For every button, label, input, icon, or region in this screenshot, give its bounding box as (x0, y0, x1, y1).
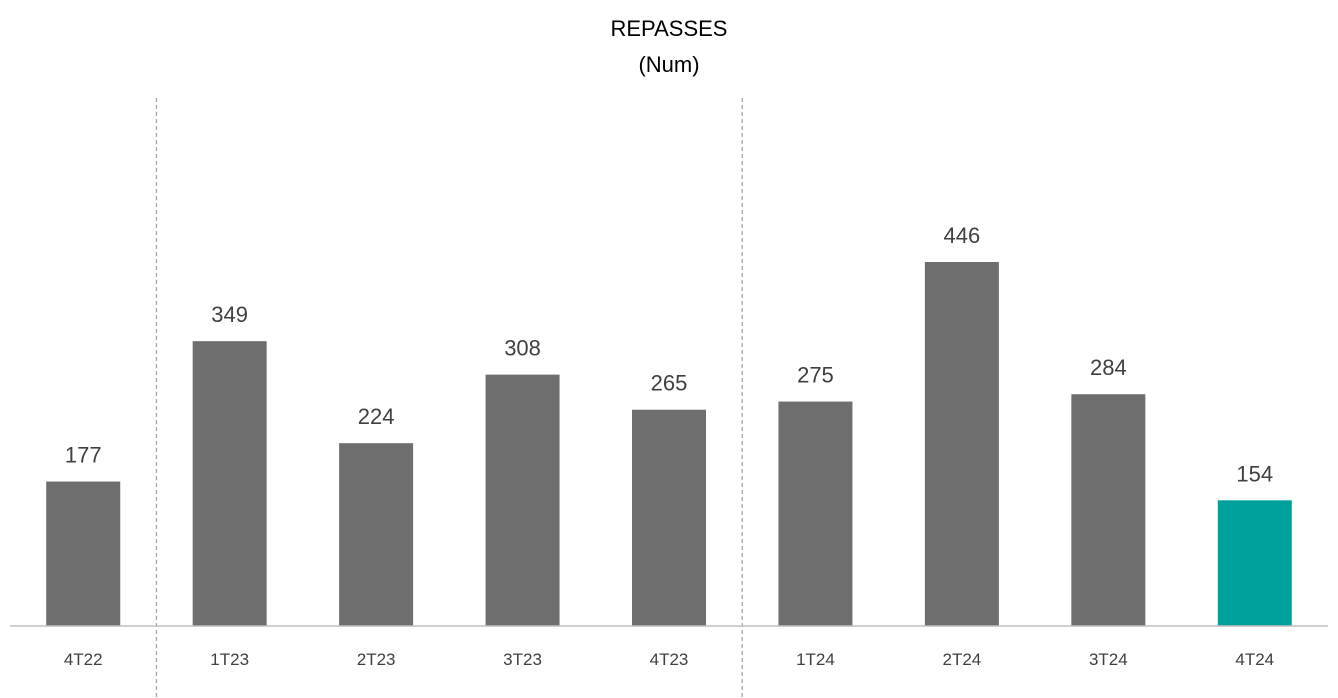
value-label-3T24: 284 (1090, 355, 1127, 380)
bar-1T23 (192, 341, 267, 626)
x-tick-label-4T23: 4T23 (650, 650, 689, 669)
value-label-4T23: 265 (651, 371, 688, 396)
bars (46, 262, 1292, 626)
x-tick-labels: 4T22 1T23 2T23 3T23 4T23 1T24 2T24 3T24 4T24 (64, 650, 1274, 669)
value-label-4T24: 154 (1236, 461, 1273, 486)
value-label-2T23: 224 (358, 404, 395, 429)
bar-3T24 (1071, 394, 1146, 626)
chart-title: REPASSES (610, 16, 728, 41)
value-label-2T24: 446 (944, 223, 981, 248)
bar-4T22 (46, 481, 121, 626)
bar-4T24 (1217, 500, 1292, 626)
value-label-4T22: 177 (65, 443, 102, 468)
x-tick-label-4T22: 4T22 (64, 650, 103, 669)
chart-subtitle: (Num) (638, 52, 700, 77)
bar-2T24 (924, 262, 999, 626)
x-tick-label-1T23: 1T23 (210, 650, 249, 669)
x-tick-label-3T24: 3T24 (1089, 650, 1128, 669)
bar-3T23 (485, 374, 560, 626)
value-label-3T23: 308 (504, 336, 541, 361)
period-separators (155, 98, 743, 698)
x-tick-label-3T23: 3T23 (503, 650, 542, 669)
value-label-1T23: 349 (211, 302, 248, 327)
value-label-1T24: 275 (797, 363, 834, 388)
bar-2T23 (339, 443, 414, 626)
bar-1T24 (778, 401, 853, 626)
x-tick-label-2T24: 2T24 (943, 650, 982, 669)
bar-4T23 (632, 409, 706, 626)
value-labels: 177 349 224 308 265 275 446 284 154 (65, 223, 1273, 486)
x-tick-label-1T24: 1T24 (796, 650, 835, 669)
x-tick-label-4T24: 4T24 (1235, 650, 1274, 669)
x-tick-label-2T23: 2T23 (357, 650, 396, 669)
